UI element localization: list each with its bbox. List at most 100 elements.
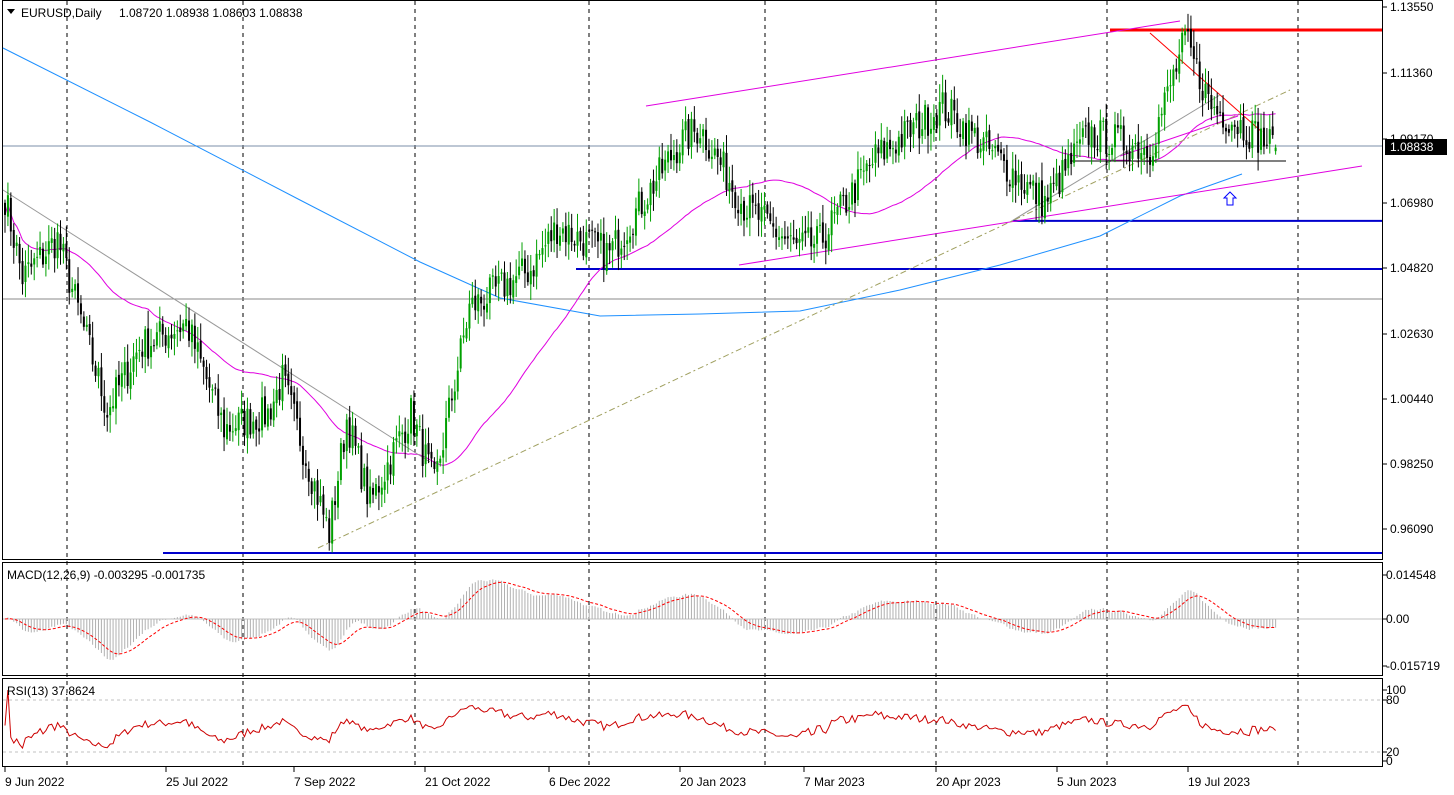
candle-body (328, 518, 331, 543)
candle-body (1184, 30, 1187, 36)
candle-body (1224, 127, 1227, 132)
candle-body (1023, 190, 1026, 194)
current-price-label: 1.08838 (1390, 140, 1434, 154)
candle-body (1271, 126, 1274, 136)
candle-body (965, 122, 968, 147)
candle-body (188, 320, 191, 341)
downtrend-channel-line (2, 189, 431, 463)
candle-body (360, 445, 363, 490)
candle-body (1157, 117, 1160, 144)
candle-body (18, 243, 21, 264)
candle-body (433, 461, 436, 469)
candle-body (100, 367, 103, 397)
main-panel-frame (2, 0, 1383, 560)
candle-body (480, 296, 483, 304)
candle-body (658, 157, 661, 180)
candle-body (585, 232, 588, 258)
symbol-dropdown-icon[interactable] (7, 9, 15, 14)
date-tick-label: 20 Apr 2023 (936, 775, 1001, 789)
candle-body (223, 409, 226, 438)
candle-body (547, 231, 550, 244)
candle-body (1113, 124, 1116, 148)
candle-body (921, 129, 924, 136)
candle-body (667, 151, 670, 163)
candle-body (383, 481, 386, 490)
candle-body (1038, 182, 1041, 206)
candle-body (65, 243, 68, 259)
candle-body (1096, 149, 1099, 151)
macd-caption: MACD(12,26,9) -0.003295 -0.001735 (7, 568, 205, 582)
candle-body (982, 137, 985, 151)
candle-body (369, 486, 372, 504)
candle-body (959, 134, 962, 137)
candle-body (807, 227, 810, 233)
candle-body (833, 212, 836, 214)
candle-body (509, 277, 512, 296)
candle-body (1257, 121, 1260, 153)
candle-body (1154, 145, 1157, 158)
candle-body (1005, 159, 1008, 182)
candle-body (970, 121, 973, 131)
candle-body (1265, 144, 1268, 146)
candle-body (897, 136, 900, 156)
candle-body (1195, 58, 1198, 60)
candle-body (743, 200, 746, 221)
candle-body (640, 191, 643, 215)
candle-body (485, 303, 488, 313)
candle-body (912, 122, 915, 135)
candle-body (71, 288, 74, 293)
date-tick-label: 9 Jun 2022 (5, 775, 65, 789)
candle-body (357, 446, 360, 448)
candle-body (1242, 117, 1245, 141)
candle-body (778, 237, 781, 240)
channel-lower-line (738, 165, 1363, 266)
candle-body (47, 241, 50, 255)
candle-body (494, 276, 497, 287)
candle-body (1140, 152, 1143, 160)
candle-body (1151, 156, 1154, 166)
candle-body (117, 374, 120, 386)
candle-body (632, 233, 635, 235)
candle-body (24, 265, 27, 282)
candle-body (681, 129, 684, 156)
candle-body (196, 342, 199, 352)
candle-body (91, 337, 94, 365)
candle-body (50, 238, 53, 243)
candle-body (190, 324, 193, 343)
candle-body (818, 224, 821, 226)
candle-body (792, 237, 795, 240)
candle-body (740, 203, 743, 214)
candle-body (856, 169, 859, 201)
candle-body (634, 208, 637, 236)
candle-body (716, 148, 719, 157)
candle-body (220, 412, 223, 416)
candle-body (558, 235, 561, 246)
candle-body (1210, 94, 1213, 110)
candle-body (301, 445, 304, 465)
candle-body (418, 426, 421, 428)
candle-body (471, 297, 474, 305)
candle-body (795, 237, 798, 244)
candle-body (339, 443, 342, 481)
ma-slow-line (2, 47, 1243, 317)
candle-body (891, 148, 894, 150)
candle-body (79, 303, 82, 315)
candle-body (927, 107, 930, 136)
candle-body (456, 370, 459, 392)
candle-body (1189, 28, 1192, 48)
candle-body (465, 328, 468, 339)
candle-body (693, 119, 696, 132)
candle-body (950, 98, 953, 126)
candle-body (386, 462, 389, 481)
candle-body (1227, 129, 1230, 133)
candle-body (123, 362, 126, 376)
candle-body (915, 113, 918, 121)
candle-body (41, 248, 44, 265)
candle-body (821, 222, 824, 243)
candle-body (1002, 154, 1005, 161)
candle-body (407, 433, 410, 444)
candle-body (33, 258, 36, 265)
candle-body (637, 191, 640, 212)
candle-body (649, 182, 652, 206)
